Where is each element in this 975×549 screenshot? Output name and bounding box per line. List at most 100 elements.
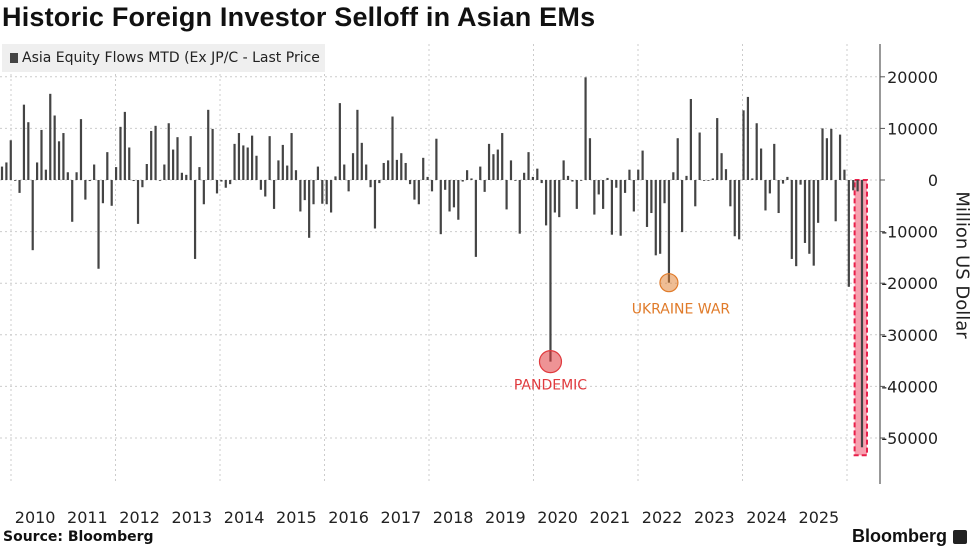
chart-title: Historic Foreign Investor Selloff in Asi… xyxy=(2,2,596,32)
bar xyxy=(66,172,69,180)
bar xyxy=(452,180,456,208)
bar xyxy=(531,176,535,180)
bar xyxy=(5,162,8,180)
bar xyxy=(514,180,517,181)
bar xyxy=(729,180,732,207)
bar xyxy=(606,177,609,180)
bar xyxy=(145,164,148,180)
bar xyxy=(597,180,600,195)
bar xyxy=(343,164,346,180)
bar xyxy=(259,180,262,190)
bar xyxy=(856,180,859,192)
bar xyxy=(742,110,745,180)
bar xyxy=(527,152,530,180)
x-tick-label: 2016 xyxy=(328,508,369,527)
bar xyxy=(457,180,460,220)
bar xyxy=(404,162,407,180)
bar xyxy=(659,180,662,254)
bar xyxy=(193,180,197,259)
y-tick-label: -10000 xyxy=(881,223,938,242)
bar xyxy=(22,104,26,180)
bar xyxy=(689,98,692,180)
bar xyxy=(654,180,657,256)
bar xyxy=(777,180,780,214)
bar xyxy=(395,159,398,180)
bar xyxy=(795,180,798,267)
bar xyxy=(790,180,793,259)
bar xyxy=(417,180,420,205)
bar xyxy=(334,176,337,180)
bar xyxy=(698,132,701,180)
legend-swatch xyxy=(10,53,18,63)
bar xyxy=(251,135,254,180)
bar xyxy=(202,180,205,205)
bar xyxy=(114,167,118,180)
bar xyxy=(645,180,649,227)
bar xyxy=(36,162,39,180)
bar xyxy=(663,180,666,204)
bar xyxy=(387,160,390,180)
bar xyxy=(172,149,175,180)
bar xyxy=(62,133,65,180)
bar xyxy=(681,180,684,233)
bar xyxy=(180,172,183,180)
bar xyxy=(623,180,627,193)
bar xyxy=(303,180,306,201)
bar xyxy=(786,176,789,180)
x-tick-label: 2024 xyxy=(746,508,787,527)
bar xyxy=(474,180,477,257)
x-tick-label: 2011 xyxy=(67,508,108,527)
bar xyxy=(672,172,675,180)
bar xyxy=(641,150,644,180)
bar xyxy=(290,133,293,180)
bar xyxy=(0,166,4,180)
y-tick-label: -30000 xyxy=(881,326,938,345)
bloomberg-logo: Bloomberg xyxy=(852,526,967,547)
bar xyxy=(834,180,837,222)
bar xyxy=(325,180,328,205)
bar xyxy=(759,148,763,180)
bar xyxy=(123,111,126,180)
bar xyxy=(31,180,34,251)
bar xyxy=(338,103,341,180)
bar xyxy=(821,128,824,180)
bar xyxy=(746,96,750,180)
bar xyxy=(628,169,631,180)
bar xyxy=(430,180,434,192)
bar xyxy=(281,144,284,180)
bar xyxy=(79,119,83,180)
bar xyxy=(347,180,350,192)
x-tick-label: 2025 xyxy=(799,508,840,527)
bar xyxy=(584,77,587,180)
bar xyxy=(549,180,552,362)
bar xyxy=(207,109,210,180)
bar xyxy=(167,123,170,180)
bar xyxy=(781,180,785,184)
bar xyxy=(176,137,179,180)
bar xyxy=(189,136,192,180)
bar xyxy=(435,138,438,180)
bar xyxy=(812,180,815,266)
bar xyxy=(294,170,298,180)
bar xyxy=(448,180,451,212)
bar xyxy=(351,153,355,180)
bar xyxy=(286,165,289,180)
bar xyxy=(461,180,464,182)
bar xyxy=(277,160,280,180)
bar xyxy=(738,180,741,240)
highlight-box xyxy=(853,179,868,457)
bar xyxy=(562,160,565,180)
bar xyxy=(75,172,78,180)
bar xyxy=(224,180,227,188)
legend: Asia Equity Flows MTD (Ex JP/C - Last Pr… xyxy=(2,44,325,72)
bar xyxy=(308,180,311,238)
bar xyxy=(575,180,578,209)
bar xyxy=(400,153,403,180)
bar xyxy=(496,149,499,180)
legend-label: Asia Equity Flows MTD (Ex JP/C - Last Pr… xyxy=(22,50,320,66)
bar xyxy=(444,180,447,190)
bar xyxy=(215,180,219,194)
bar xyxy=(53,115,56,180)
bar xyxy=(808,180,811,254)
x-tick-label: 2014 xyxy=(224,508,265,527)
